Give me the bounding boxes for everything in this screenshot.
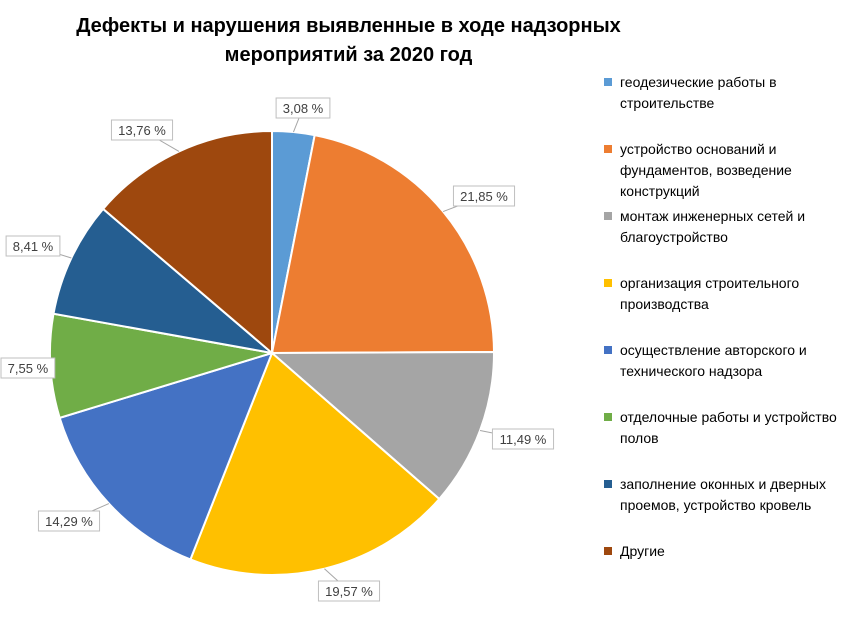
data-label-3: 11,49 % xyxy=(500,432,547,447)
legend-item-3: монтаж инженерных сетей и благоустройств… xyxy=(604,206,844,248)
legend-swatch xyxy=(604,145,612,153)
legend-item-5: осуществление авторского и технического … xyxy=(604,340,844,382)
data-label-1: 3,08 % xyxy=(283,101,324,116)
legend-label: устройство оснований и фундаментов, возв… xyxy=(620,141,792,199)
chart-title: Дефекты и нарушения выявленные в ходе на… xyxy=(0,12,847,70)
data-label-8: 13,76 % xyxy=(118,123,166,138)
legend-label: Другие xyxy=(620,543,665,559)
pie-slice-4 xyxy=(189,351,441,576)
data-label-box-8 xyxy=(110,119,174,141)
legend-item-6: отделочные работы и устройство полов xyxy=(604,407,844,449)
legend-swatch xyxy=(604,480,612,488)
legend-item-2: устройство оснований и фундаментов, возв… xyxy=(604,139,844,202)
legend-label: осуществление авторского и технического … xyxy=(620,342,807,379)
data-label-6: 7,55 % xyxy=(8,361,49,376)
legend-swatch xyxy=(604,547,612,555)
legend-label: заполнение оконных и дверных проемов, ус… xyxy=(620,476,826,513)
data-label-7: 8,41 % xyxy=(13,239,54,254)
data-label-box-7 xyxy=(5,235,61,257)
legend-swatch xyxy=(604,413,612,421)
legend-label: геодезические работы в строительстве xyxy=(620,74,777,111)
legend-item-7: заполнение оконных и дверных проемов, ус… xyxy=(604,474,844,516)
chart-title-line-2: мероприятий за 2020 год xyxy=(224,44,473,66)
legend-swatch xyxy=(604,78,612,86)
data-label-box-2 xyxy=(452,185,516,207)
legend-label: отделочные работы и устройство полов xyxy=(620,409,837,446)
data-label-box-1 xyxy=(275,97,331,119)
data-label-box-3 xyxy=(491,428,555,450)
data-label-box-6 xyxy=(0,357,56,379)
legend-label: организация строительного производства xyxy=(620,275,800,312)
legend-item-4: организация строительного производства xyxy=(604,273,844,315)
chart-title-line-1: Дефекты и нарушения выявленные в ходе на… xyxy=(76,15,621,37)
pie-slice-5 xyxy=(58,351,274,561)
data-label-5: 14,29 % xyxy=(45,514,93,529)
legend-swatch xyxy=(604,279,612,287)
legend-item-1: геодезические работы в строительстве xyxy=(604,72,844,114)
data-label-box-5 xyxy=(37,510,101,532)
legend-item-8: Другие xyxy=(604,541,844,562)
legend-swatch xyxy=(604,346,612,354)
data-label-box-4 xyxy=(317,580,381,602)
legend-label: монтаж инженерных сетей и благоустройств… xyxy=(620,208,806,245)
pie-slice-3 xyxy=(269,351,495,501)
data-label-2: 21,85 % xyxy=(460,189,508,204)
legend-swatch xyxy=(604,212,612,220)
pie-slice-2 xyxy=(270,133,496,355)
data-label-4: 19,57 % xyxy=(325,584,373,599)
